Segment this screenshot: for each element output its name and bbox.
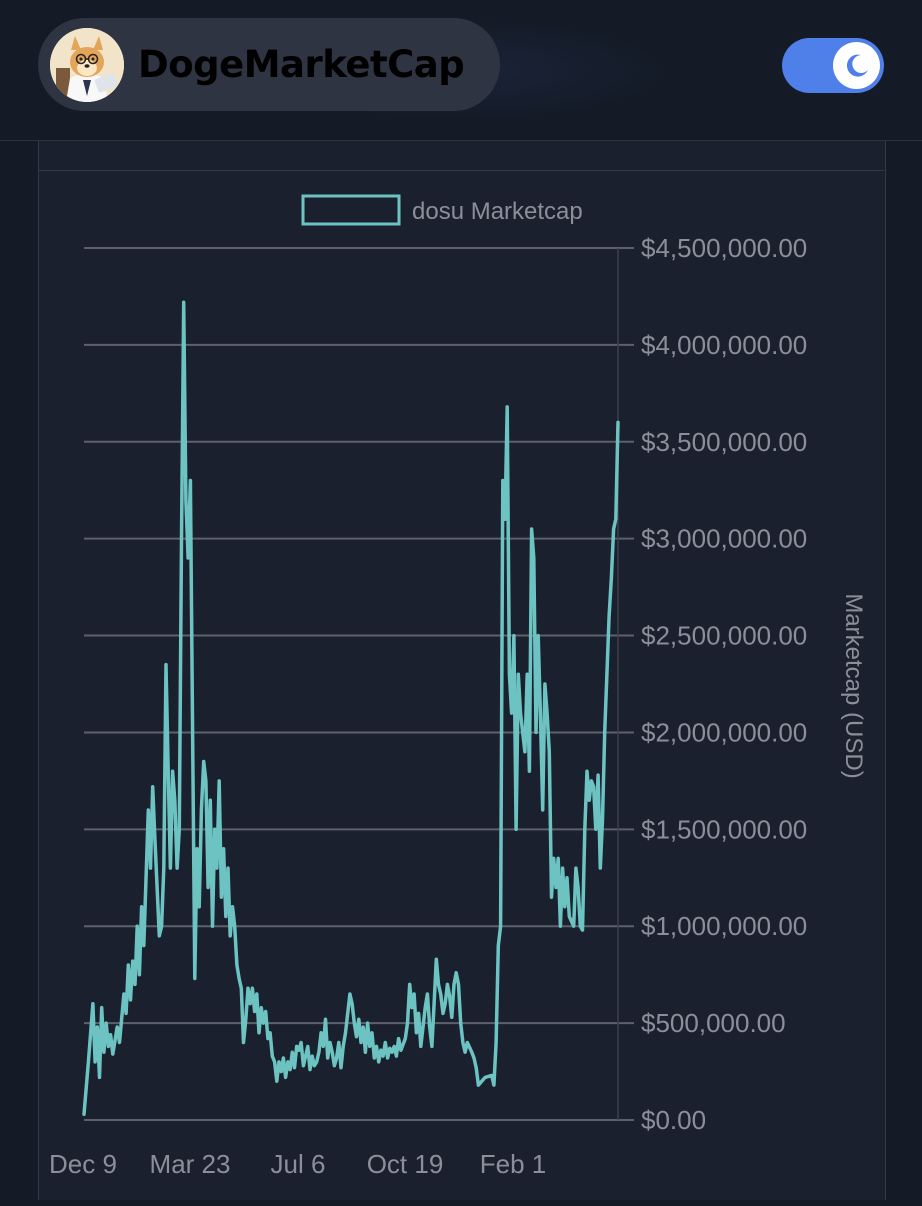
y-tick-label: $2,000,000.00 (641, 717, 807, 747)
doge-avatar-illustration (50, 27, 124, 102)
y-axis-label: Marketcap (USD) (840, 593, 867, 778)
y-tick-label: $4,500,000.00 (641, 233, 807, 263)
brand-pill[interactable]: DogeMarketCap (38, 18, 500, 111)
y-tick-label: $4,000,000.00 (641, 330, 807, 360)
x-tick-label: Dec 9 (49, 1149, 117, 1179)
top-bar: DogeMarketCap (0, 0, 922, 141)
y-tick-label: $3,500,000.00 (641, 427, 807, 457)
toggle-knob (833, 42, 880, 89)
marketcap-chart: $0.00 $500,000.00 $1,000,000.00 $1,500,000.… (49, 194, 867, 1179)
y-tick-label: $1,000,000.00 (641, 911, 807, 941)
y-tick-label: $1,500,000.00 (641, 814, 807, 844)
y-tick-label: $0.00 (641, 1105, 706, 1135)
x-tick-label: Jul 6 (271, 1149, 326, 1179)
chart-panel: $0.00 $500,000.00 $1,000,000.00 $1,500,000.… (38, 170, 884, 1201)
legend[interactable]: dosu Marketcap (301, 194, 583, 226)
moon-icon (846, 54, 868, 77)
theme-toggle[interactable] (782, 38, 884, 93)
x-tick-label: Oct 19 (367, 1149, 444, 1179)
series-line-dosu-marketcap (82, 300, 620, 1116)
brand-name: DogeMarketCap (138, 43, 465, 86)
y-tick-layer: $0.00 $500,000.00 $1,000,000.00 $1,500,000.… (641, 233, 807, 1135)
legend-swatch (301, 194, 401, 226)
y-tick-label: $3,000,000.00 (641, 524, 807, 554)
y-tick-label: $500,000.00 (641, 1008, 786, 1038)
x-tick-layer: Dec 9 Mar 23 Jul 6 Oct 19 Feb 1 (49, 1149, 546, 1179)
x-tick-label: Feb 1 (480, 1149, 547, 1179)
doge-avatar-icon (50, 27, 124, 102)
legend-label: dosu Marketcap (412, 198, 583, 225)
x-tick-label: Mar 23 (150, 1149, 231, 1179)
y-tick-label: $2,500,000.00 (641, 621, 807, 651)
